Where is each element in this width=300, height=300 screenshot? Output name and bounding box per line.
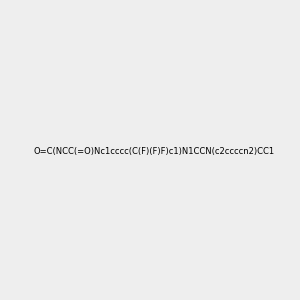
Text: O=C(NCC(=O)Nc1cccc(C(F)(F)F)c1)N1CCN(c2ccccn2)CC1: O=C(NCC(=O)Nc1cccc(C(F)(F)F)c1)N1CCN(c2c…: [33, 147, 274, 156]
